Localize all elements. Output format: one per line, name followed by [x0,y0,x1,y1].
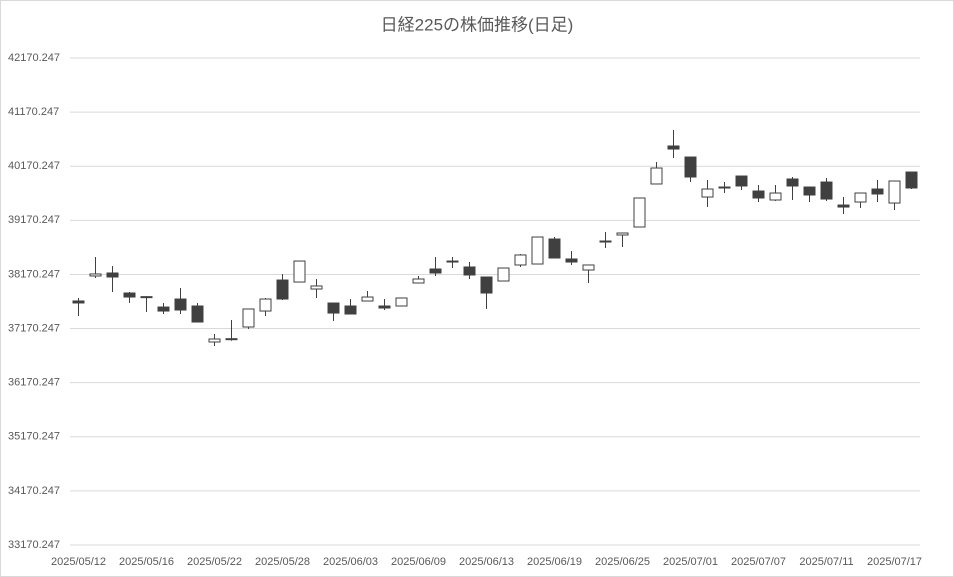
candle-body [871,188,884,195]
y-tick-label: 35170.247 [8,431,60,443]
candle-body [531,236,544,265]
candle-body [310,285,323,290]
candle-body [480,276,493,294]
candle-body [616,232,629,236]
candle-body [72,300,85,304]
y-tick-label: 36170.247 [8,377,60,389]
candle-body [276,279,289,300]
candle-body [837,204,850,208]
candle-body [752,190,765,199]
x-tick-label: 2025/05/22 [187,556,242,568]
candle-body [854,192,867,203]
candle-body [344,305,357,315]
candle-body [327,302,340,314]
y-tick-label: 34170.247 [8,485,60,497]
y-tick-label: 41170.247 [8,106,59,118]
candle-body [157,306,170,312]
y-tick-label: 40170.247 [8,160,60,172]
candle-body [259,298,272,312]
x-tick-label: 2025/05/16 [119,556,174,568]
x-tick-label: 2025/05/12 [51,556,106,568]
candle-body [242,308,255,328]
candle-body [769,192,782,201]
x-tick-label: 2025/07/07 [731,556,786,568]
candle-body [463,266,476,276]
candle-body [633,197,646,228]
candle-body [582,264,595,271]
x-tick-label: 2025/07/01 [663,556,718,568]
candle-body [820,181,833,200]
x-tick-label: 2025/06/25 [595,556,650,568]
candle-body [786,178,799,187]
x-tick-label: 2025/06/03 [323,556,378,568]
candle-body [446,260,459,263]
x-tick-label: 2025/06/13 [459,556,514,568]
candle-body [701,188,714,198]
y-tick-label: 33170.247 [8,539,60,551]
candle-body [395,297,408,307]
x-tick-label: 2025/06/09 [391,556,446,568]
candle-body [293,260,306,283]
candle-body [174,298,187,311]
candle-body [361,296,374,302]
x-tick-label: 2025/07/17 [867,556,922,568]
y-tick-label: 39170.247 [8,214,60,226]
candle-body [106,272,119,278]
x-tick-label: 2025/07/11 [799,556,853,568]
candle-body [905,171,918,189]
x-tick-label: 2025/05/28 [255,556,310,568]
candle-body [208,338,221,343]
candle-body [684,156,697,178]
candle-body [497,267,510,282]
x-tick-label: 2025/06/19 [527,556,582,568]
chart-title: 日経225の株価推移(日足) [381,15,574,34]
candle-body [599,240,612,243]
candle-body [650,167,663,185]
candle-body [412,278,425,284]
y-tick-label: 38170.247 [8,268,60,280]
candle-body [735,175,748,187]
candle-body [378,305,391,309]
candle-body [888,180,901,204]
candle-body [514,254,527,266]
candle-body [225,338,238,341]
y-tick-label: 37170.247 [8,322,60,334]
candle-body [803,186,816,196]
candle-body [89,273,102,277]
candle-body [667,145,680,150]
candle-body [191,305,204,323]
candle-body [718,186,731,189]
candle-body [123,292,136,298]
candle-body [140,296,153,299]
y-tick-label: 42170.247 [8,52,60,64]
candle-body [565,258,578,263]
candle-body [548,238,561,259]
candle-body [429,268,442,274]
